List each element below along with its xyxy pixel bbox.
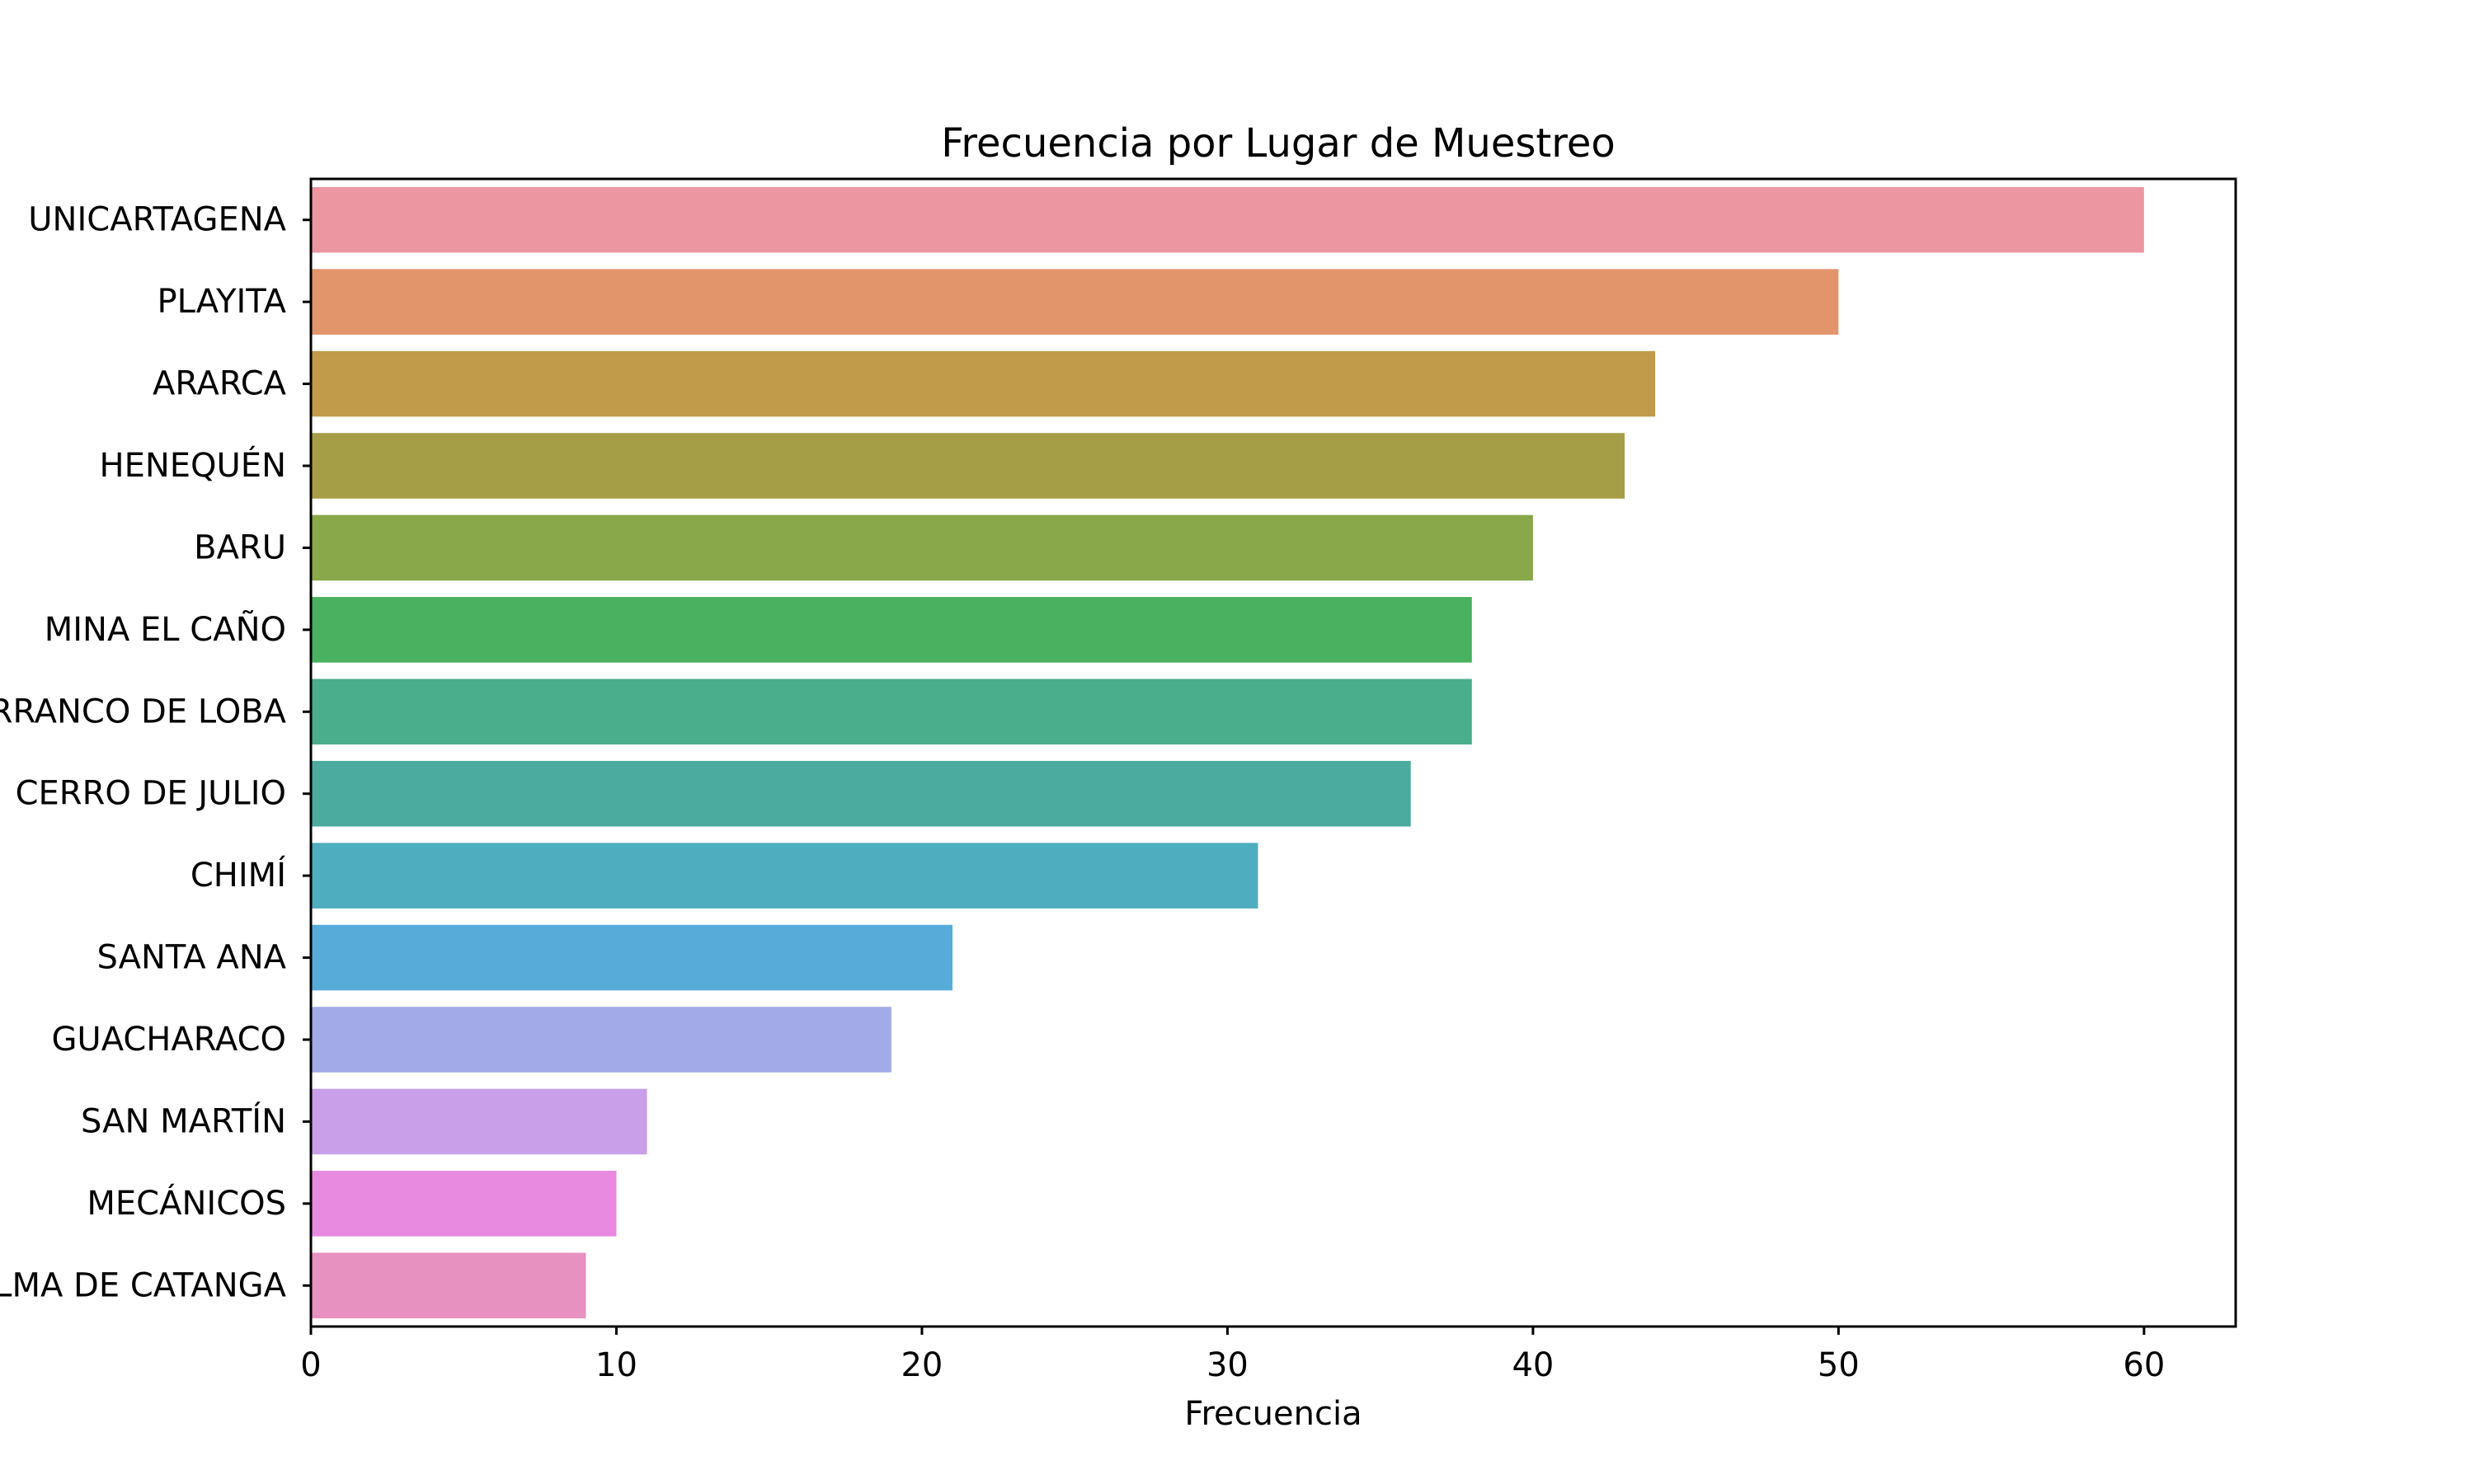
category-label: BARU xyxy=(194,528,286,566)
category-label: CHIMÍ xyxy=(190,855,286,895)
x-ticks-group: 0 10 20 30 40 50 60 xyxy=(300,1327,2165,1384)
plot-frame xyxy=(309,177,2237,1328)
bar xyxy=(311,1007,891,1073)
x-tick-label: 0 xyxy=(300,1346,321,1384)
y-ticks-group xyxy=(303,218,311,1287)
bar xyxy=(311,186,2144,253)
x-tick-label: 50 xyxy=(1818,1346,1860,1384)
x-tick-label: 60 xyxy=(2123,1346,2165,1384)
bar xyxy=(311,269,1839,335)
x-tick-label: 40 xyxy=(1512,1346,1554,1384)
bar xyxy=(311,350,1656,417)
category-label: UNICARTAGENA xyxy=(28,201,286,239)
bar xyxy=(311,1171,617,1237)
category-label: ARARCA xyxy=(153,365,287,403)
category-label: CIÉNAGA LA PALMA DE CATANGA xyxy=(0,1265,287,1304)
category-labels-group: UNICARTAGENA PLAYITA ARARCA HENEQUÉN BARU MIN… xyxy=(0,201,287,1305)
category-label: SAN MARTÍN xyxy=(81,1101,286,1140)
bars-group xyxy=(311,186,2144,1319)
bar xyxy=(311,760,1411,827)
category-label: MINA EL CAÑO xyxy=(45,609,286,649)
chart-title: Frecuencia por Lugar de Muestreo xyxy=(941,120,1616,167)
bar xyxy=(311,1252,586,1319)
x-tick-label: 20 xyxy=(901,1346,943,1384)
category-label: BARRANCO DE LOBA xyxy=(0,693,287,730)
category-label: GUACHARACO xyxy=(51,1021,286,1059)
bar xyxy=(311,924,952,991)
category-label: PLAYITA xyxy=(157,283,286,321)
x-axis-label: Frecuencia xyxy=(1184,1395,1362,1433)
category-label: CERRO DE JULIO xyxy=(16,775,286,813)
bar xyxy=(311,843,1258,909)
bar xyxy=(311,597,1472,663)
x-tick-label: 30 xyxy=(1206,1346,1249,1384)
category-label: SANTA ANA xyxy=(97,939,287,977)
bar xyxy=(311,514,1533,581)
x-tick-label: 10 xyxy=(595,1346,637,1384)
bar xyxy=(311,1088,647,1155)
bar xyxy=(311,433,1625,499)
category-label: HENEQUÉN xyxy=(99,445,286,485)
category-label: MECÁNICOS xyxy=(87,1183,286,1223)
bar xyxy=(311,679,1472,745)
